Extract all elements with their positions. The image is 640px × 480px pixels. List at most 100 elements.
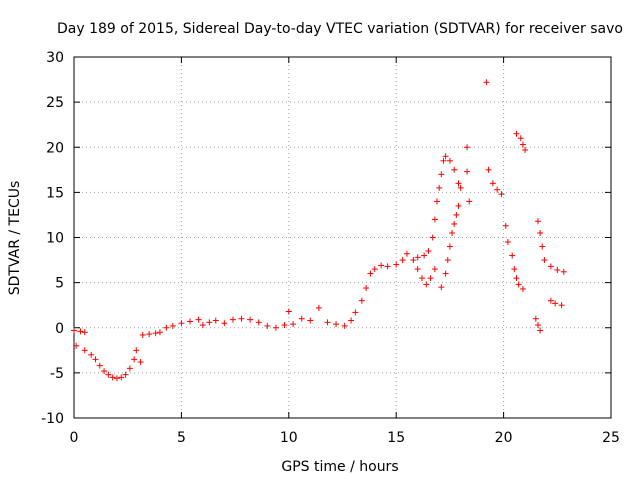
data-point: [414, 266, 421, 273]
data-point: [399, 257, 406, 264]
data-point: [438, 171, 445, 178]
data-point: [247, 316, 254, 323]
data-point: [352, 309, 359, 316]
data-point: [298, 315, 305, 322]
data-point: [519, 141, 526, 148]
data-point: [509, 252, 516, 259]
data-point: [485, 166, 492, 173]
data-point: [212, 317, 219, 324]
data-point: [444, 257, 451, 264]
data-point: [393, 261, 400, 268]
data-point: [451, 220, 458, 227]
data-point: [554, 266, 561, 273]
data-point: [440, 157, 447, 164]
data-point: [272, 324, 279, 331]
data-point: [195, 316, 202, 323]
data-point: [122, 371, 129, 378]
data-point: [414, 254, 421, 261]
data-point: [446, 243, 453, 250]
data-point: [133, 347, 140, 354]
data-point: [449, 229, 456, 236]
data-point: [109, 374, 116, 381]
data-point: [285, 308, 292, 315]
x-tick-label: 25: [602, 430, 620, 446]
data-point: [558, 302, 565, 309]
data-point: [73, 342, 80, 349]
data-point: [511, 266, 518, 273]
data-point: [264, 322, 271, 329]
data-point: [113, 375, 120, 382]
data-point: [517, 135, 524, 142]
data-point: [206, 319, 213, 326]
data-point: [88, 351, 95, 358]
data-point: [131, 356, 138, 363]
data-point: [229, 316, 236, 323]
data-point: [367, 270, 374, 277]
data-point: [453, 211, 460, 218]
grid: [74, 57, 611, 418]
data-point: [315, 304, 322, 311]
data-point: [146, 331, 153, 338]
data-point: [502, 222, 509, 229]
y-tick-label: -5: [50, 366, 64, 382]
data-point: [101, 368, 108, 375]
data-point: [534, 218, 541, 225]
data-point: [105, 371, 112, 378]
data-point: [81, 347, 88, 354]
data-point: [519, 285, 526, 292]
data-point: [178, 320, 185, 327]
data-point: [156, 329, 163, 336]
data-point: [489, 180, 496, 187]
data-point: [547, 263, 554, 270]
data-point: [96, 362, 103, 369]
data-point: [541, 257, 548, 264]
data-point: [434, 198, 441, 205]
y-tick-label: 20: [46, 140, 64, 156]
data-point: [92, 356, 99, 363]
data-point: [163, 324, 170, 331]
data-points: [71, 79, 567, 382]
data-point: [307, 317, 314, 324]
data-point: [504, 239, 511, 246]
data-point: [139, 331, 146, 338]
y-tick-label: 10: [46, 231, 64, 247]
data-point: [363, 285, 370, 292]
data-point: [358, 297, 365, 304]
data-point: [457, 184, 464, 191]
data-point: [498, 191, 505, 198]
data-point: [539, 243, 546, 250]
data-point: [421, 252, 428, 259]
data-point: [466, 198, 473, 205]
x-axis-label: GPS time / hours: [281, 459, 398, 475]
data-point: [427, 275, 434, 282]
data-point: [221, 320, 228, 327]
y-tick-label: 25: [46, 95, 64, 111]
data-point: [71, 327, 77, 334]
data-point: [455, 202, 462, 209]
data-point: [126, 365, 133, 372]
data-point: [403, 250, 410, 257]
data-point: [77, 328, 84, 335]
data-point: [547, 297, 554, 304]
data-point: [290, 321, 297, 328]
x-tick-label: 20: [495, 430, 513, 446]
data-point: [464, 168, 471, 175]
data-point: [522, 146, 529, 153]
data-point: [552, 300, 559, 307]
data-point: [186, 318, 193, 325]
y-tick-label: 15: [46, 185, 64, 201]
data-point: [455, 180, 462, 187]
data-point: [513, 275, 520, 282]
chart-title: Day 189 of 2015, Sidereal Day-to-day VTE…: [57, 21, 623, 37]
data-point: [532, 315, 539, 322]
data-point: [169, 322, 176, 329]
data-point: [431, 216, 438, 223]
tick-labels: 0 5 10 15 20 25 -10 -5 0 5 10 15 20 25 30: [41, 50, 620, 446]
data-point: [255, 319, 262, 326]
data-point: [442, 270, 449, 277]
data-point: [431, 266, 438, 273]
data-point: [438, 284, 445, 291]
data-point: [378, 262, 385, 269]
data-point: [152, 330, 159, 337]
